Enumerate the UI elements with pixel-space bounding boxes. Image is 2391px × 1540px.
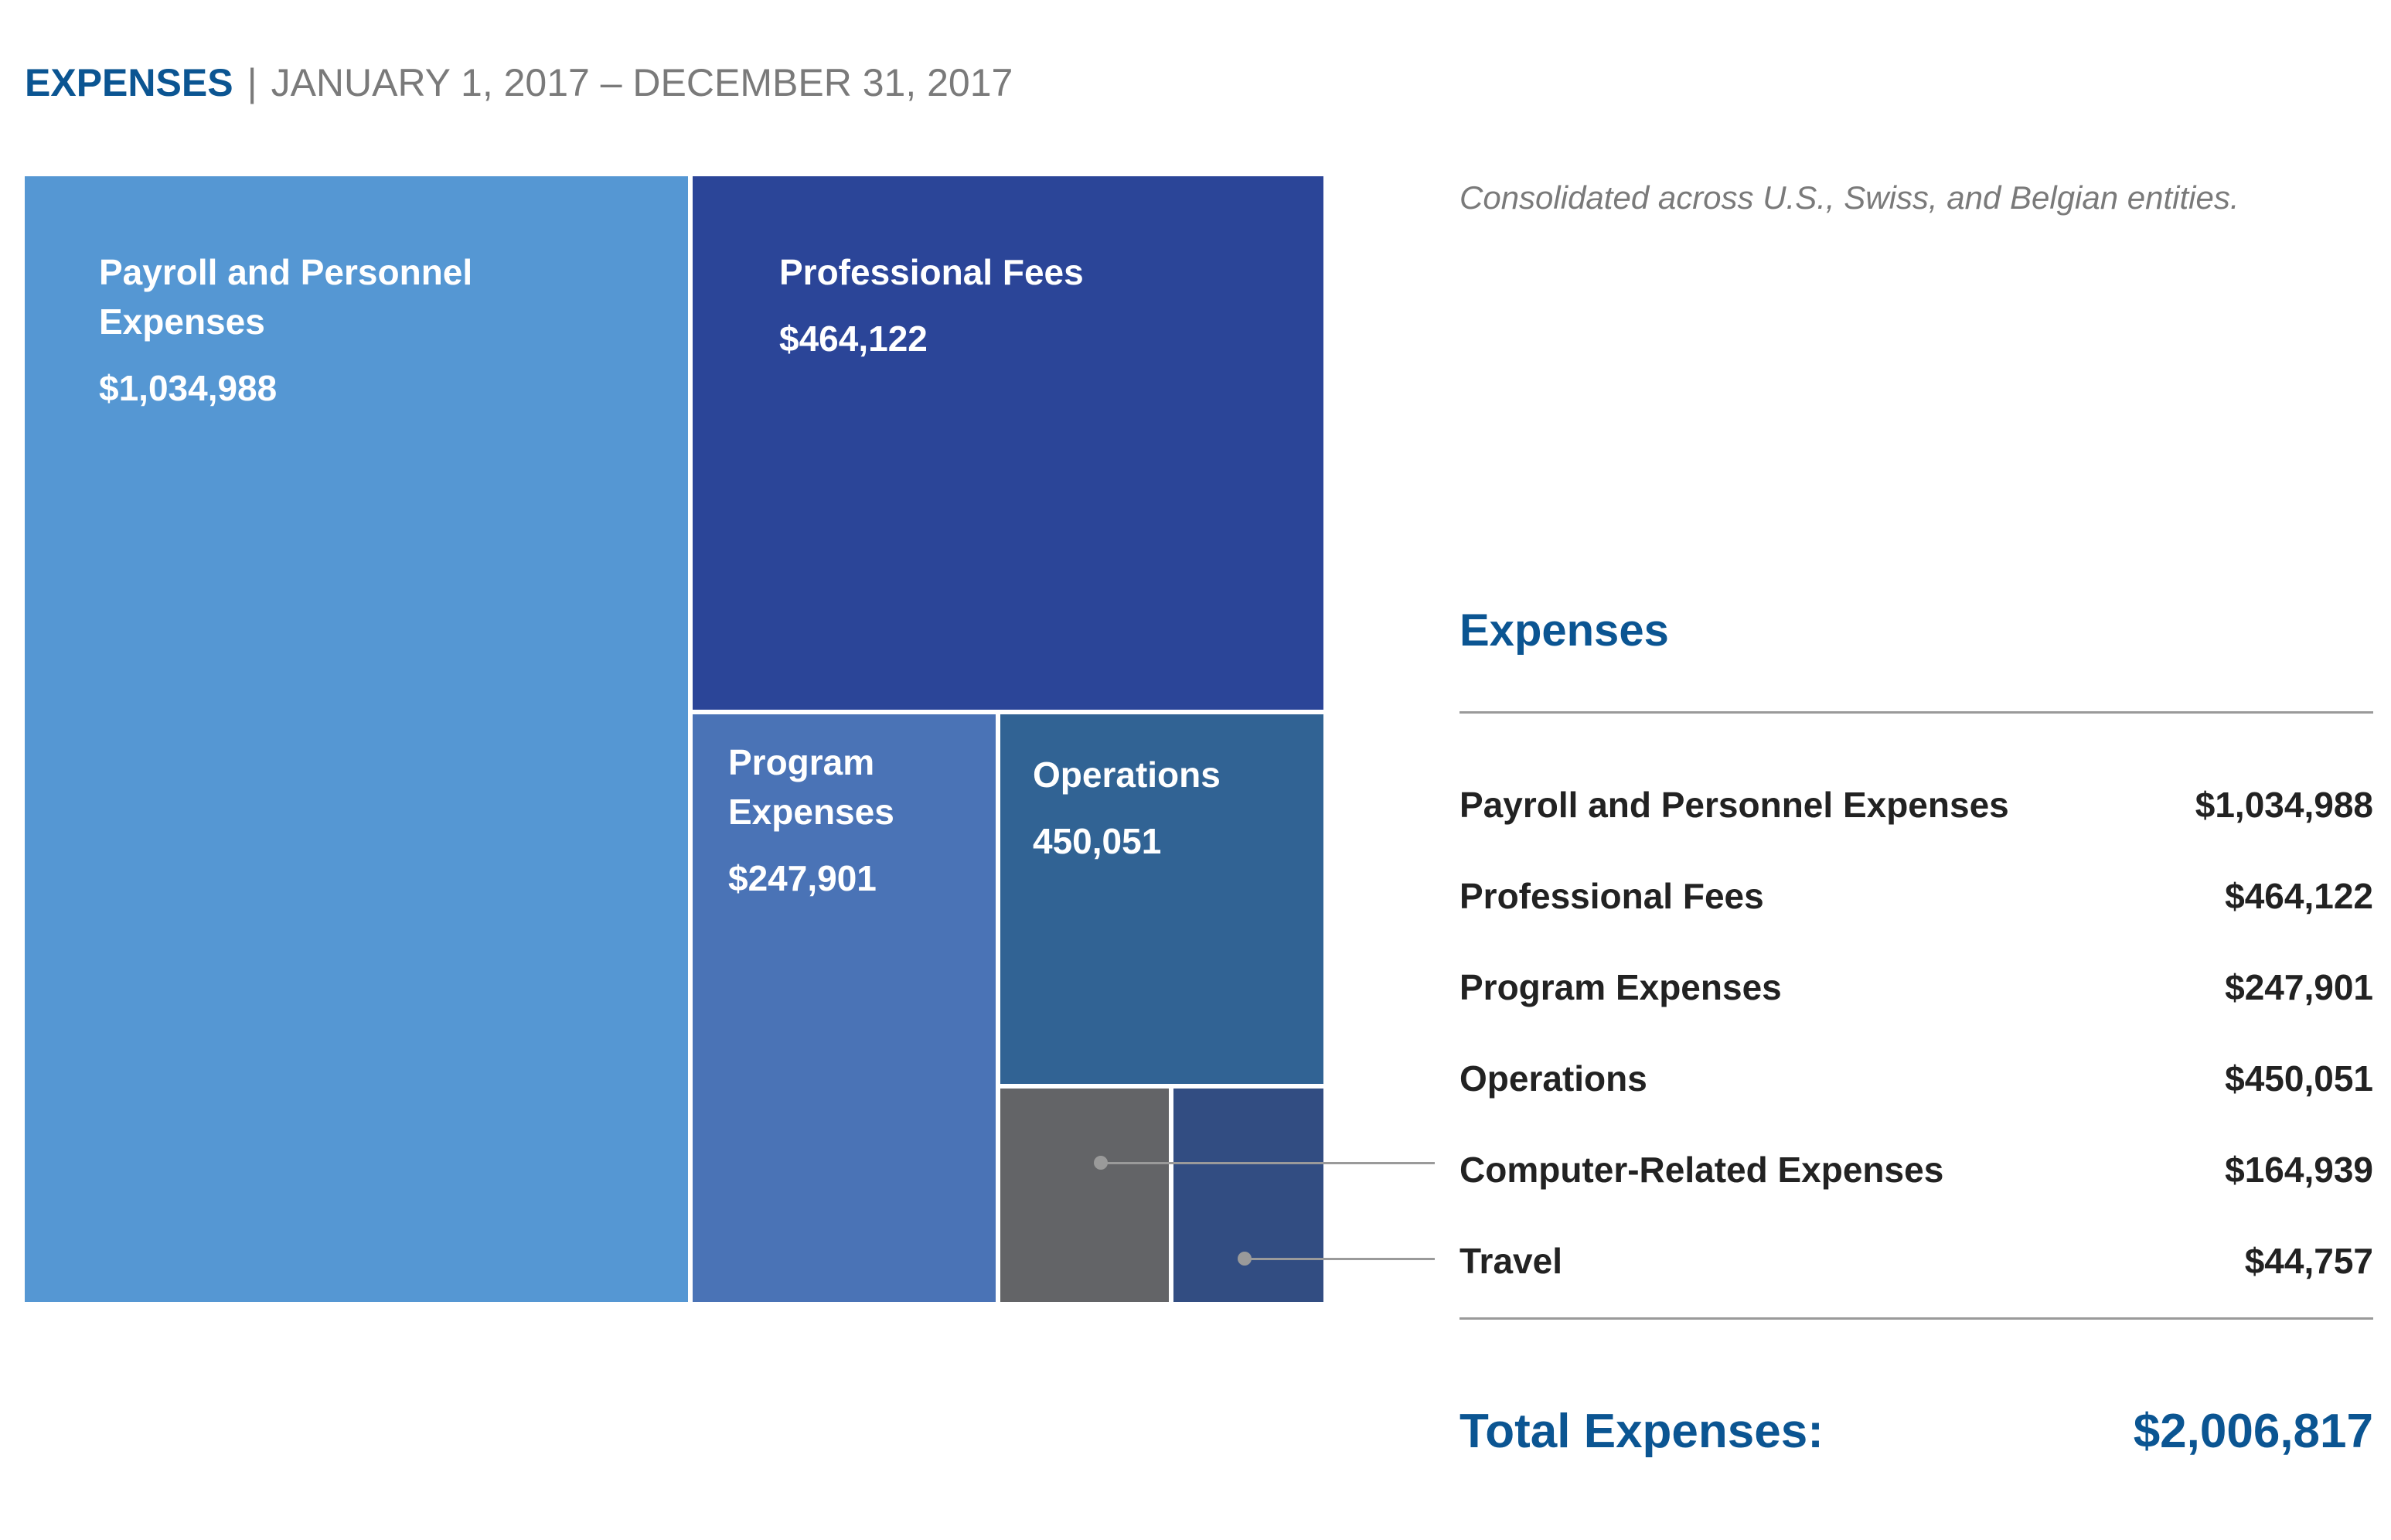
row-value: $247,901 (2225, 967, 2373, 1007)
header-title: EXPENSES (25, 61, 233, 104)
row-name: Professional Fees (1459, 876, 1764, 916)
tile-value: $464,122 (779, 319, 928, 359)
chart-header: EXPENSES | JANUARY 1, 2017 – DECEMBER 31, … (25, 63, 1013, 102)
row-name: Operations (1459, 1058, 1647, 1099)
row-value: $464,122 (2225, 876, 2373, 916)
tile-label: Program (728, 742, 875, 782)
total-row: Total Expenses: $2,006,817 (1459, 1404, 2373, 1466)
table-top-rule (1459, 711, 2373, 714)
row-value: $164,939 (2225, 1150, 2373, 1190)
row-name: Travel (1459, 1241, 1562, 1281)
tile-payroll-and-personnel-expenses: Payroll and Personnel Expenses $1,034,988 (25, 176, 688, 1302)
table-row: Payroll and Personnel Expenses $1,034,988 (1459, 784, 2373, 830)
tile-program-expenses: Program Expenses $247,901 (693, 714, 996, 1302)
table-bottom-rule (1459, 1317, 2373, 1320)
tile-label: Professional Fees (779, 252, 1084, 292)
tile-label: Payroll and Personnel (99, 252, 473, 292)
table-row: Program Expenses $247,901 (1459, 966, 2373, 1013)
tile-operations: Operations 450,051 (1000, 714, 1323, 1084)
tile-label: Expenses (99, 302, 265, 342)
tile-label: Expenses (728, 792, 894, 832)
total-label: Total Expenses: (1459, 1405, 1824, 1458)
tile-label: Operations (1033, 755, 1221, 795)
total-value: $2,006,817 (2133, 1405, 2373, 1458)
row-name: Computer-Related Expenses (1459, 1150, 1944, 1190)
table-row: Professional Fees $464,122 (1459, 875, 2373, 922)
tile-value: 450,051 (1033, 821, 1162, 861)
table-row: Operations $450,051 (1459, 1058, 2373, 1104)
tile-computer-related-expenses (1000, 1089, 1169, 1302)
leader-line (1245, 1258, 1435, 1260)
header-period: JANUARY 1, 2017 – DECEMBER 31, 2017 (271, 61, 1013, 104)
consolidation-note: Consolidated across U.S., Swiss, and Bel… (1459, 179, 2239, 216)
leader-line (1101, 1162, 1435, 1164)
row-name: Payroll and Personnel Expenses (1459, 785, 2009, 825)
tile-value: $247,901 (728, 858, 877, 898)
row-name: Program Expenses (1459, 967, 1782, 1007)
table-row: Computer-Related Expenses $164,939 (1459, 1149, 2373, 1195)
table-row: Travel $44,757 (1459, 1240, 2373, 1286)
table-title: Expenses (1459, 605, 1669, 656)
row-value: $450,051 (2225, 1058, 2373, 1099)
tile-professional-fees: Professional Fees $464,122 (693, 176, 1323, 710)
tile-value: $1,034,988 (99, 368, 278, 408)
tile-travel (1173, 1089, 1323, 1302)
row-value: $44,757 (2244, 1241, 2373, 1281)
header-separator: | (247, 61, 257, 104)
row-value: $1,034,988 (2195, 785, 2373, 825)
